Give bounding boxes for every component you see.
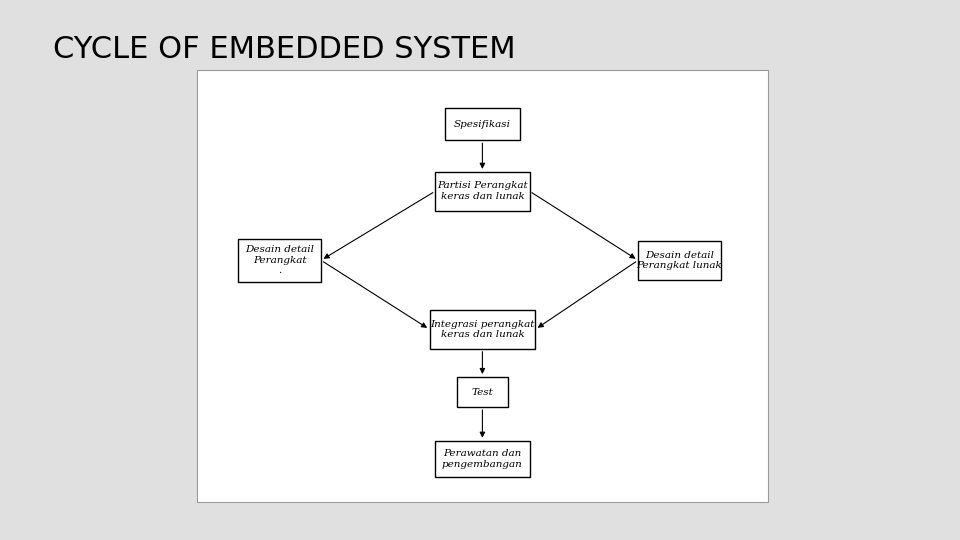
Text: Desain detail
Perangkat
.: Desain detail Perangkat . — [245, 245, 314, 275]
Text: Perawatan dan
pengembangan: Perawatan dan pengembangan — [442, 449, 523, 469]
Bar — [197, 70, 768, 502]
Bar — [435, 172, 530, 211]
Text: Test: Test — [471, 388, 493, 396]
Bar — [238, 239, 321, 282]
Bar — [429, 310, 536, 349]
Text: CYCLE OF EMBEDDED SYSTEM: CYCLE OF EMBEDDED SYSTEM — [53, 35, 516, 64]
Text: Partisi Perangkat
keras dan lunak: Partisi Perangkat keras dan lunak — [437, 181, 528, 201]
Bar — [445, 108, 519, 140]
Text: Spesifikasi: Spesifikasi — [454, 120, 511, 129]
Bar — [457, 377, 508, 407]
Text: Integrasi perangkat
keras dan lunak: Integrasi perangkat keras dan lunak — [430, 320, 535, 339]
Bar — [435, 441, 530, 477]
Bar — [638, 241, 721, 280]
Text: Desain detail
Perangkat lunak: Desain detail Perangkat lunak — [636, 251, 722, 270]
